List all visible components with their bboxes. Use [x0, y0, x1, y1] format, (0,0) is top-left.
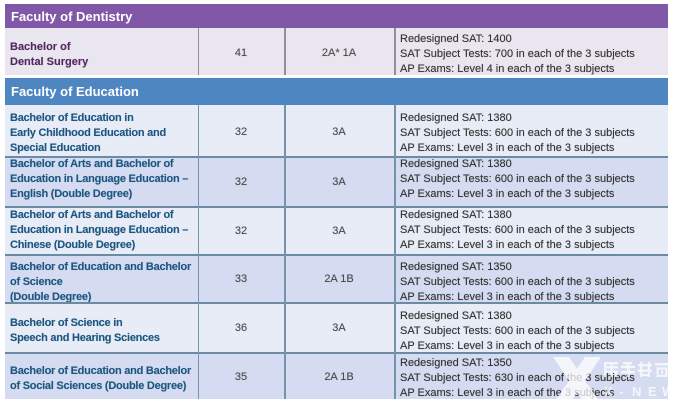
- svg-text:-: -: [619, 384, 623, 399]
- svg-text:W: W: [662, 384, 673, 399]
- svg-text:X: X: [604, 384, 613, 399]
- svg-text:E: E: [648, 384, 657, 399]
- svg-text:N: N: [632, 384, 641, 399]
